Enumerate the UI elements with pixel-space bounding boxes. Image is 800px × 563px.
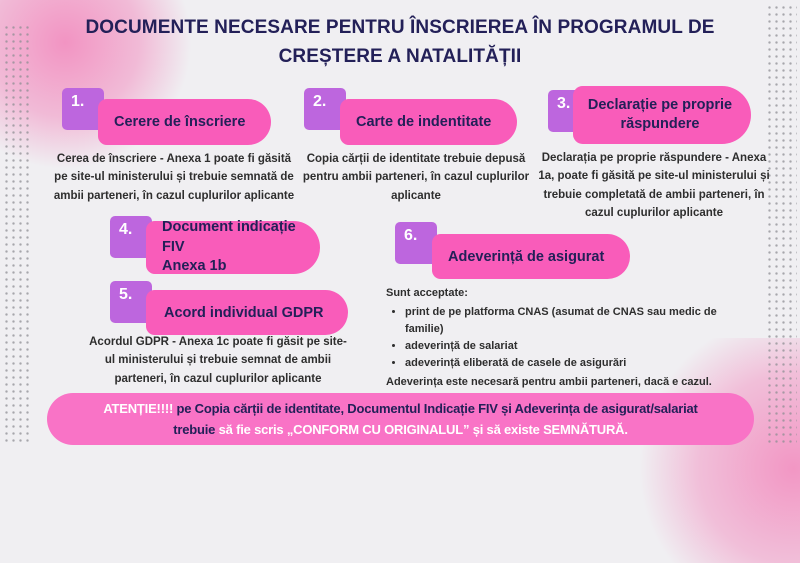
item-4-label-pill: Document indicație FIV Anexa 1b [146,219,320,275]
item-4-label-line2: Anexa 1b [162,258,227,275]
banner-line-2: trebuie să fie scris „CONFORM CU ORIGINA… [57,419,744,440]
item-1-label-pill: Cerere de înscriere [98,99,272,145]
attention-banner: ATENȚIE!!!! pe Copia cărții de identitat… [47,393,754,445]
banner-attention-text: ATENȚIE!!!! [103,401,174,416]
number-badge-5: 5. [110,281,152,323]
item-2-description: Copia cărții de identitate trebuie depus… [302,153,530,202]
banner-line1-text: pe Copia cărții de identitate, Documentu… [176,401,698,416]
item-6-footer-note: Adeverința este necesară pentru ambii pa… [386,376,712,389]
page-title: DOCUMENTE NECESARE PENTRU ÎNSCRIEREA ÎN … [85,17,715,67]
bullet-item: print de pe platforma CNAS (asumat de CN… [405,304,731,338]
infographic-page: DOCUMENTE NECESARE PENTRU ÎNSCRIEREA ÎN … [0,0,800,450]
number-badge-4: 4. [110,216,152,258]
item-6-label-pill: Adeverință de asigurat [432,234,631,279]
item-3-description: Declarația pe proprie răspundere - Anexa… [538,152,770,220]
item-4-label-line1: Document indicație FIV [162,219,296,255]
item-5-description: Acordul GDPR - Anexa 1c poate fi găsit p… [89,336,347,385]
item-6-intro: Sunt acceptate: [386,287,468,299]
item-6-description: Sunt acceptate: print de pe platforma CN… [386,285,731,391]
item-2-label-pill: Carte de indentitate [340,99,518,145]
accepted-documents-list: print de pe platforma CNAS (asumat de CN… [386,304,731,372]
bullet-item: adeverință de salariat [405,338,731,355]
banner-line2-highlight-text: să fie scris „CONFORM CU ORIGINALUL” și … [218,422,628,437]
dot-pattern-left [3,24,32,446]
number-badge-2: 2. [304,88,346,130]
number-badge-6: 6. [395,222,437,264]
banner-line-1: ATENȚIE!!!! pe Copia cărții de identitat… [57,398,744,419]
banner-line2-dark-text: trebuie [173,422,216,437]
bullet-item: adeverință eliberată de casele de asigur… [405,355,731,372]
item-3-label-pill: Declarație pe proprie răspundere [573,86,751,144]
item-5-label-pill: Acord individual GDPR [146,290,348,335]
item-1-description: Cerea de înscriere - Anexa 1 poate fi gă… [53,153,295,202]
